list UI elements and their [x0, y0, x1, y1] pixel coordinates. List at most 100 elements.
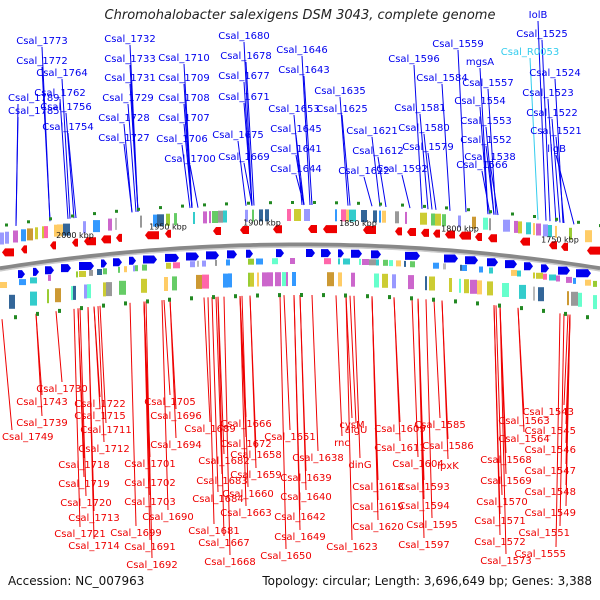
cog-box-forward — [442, 214, 446, 227]
cog-box-reverse-inner — [89, 269, 93, 276]
cog-box-reverse — [338, 272, 342, 287]
bottom-gene-label: Csal_1549 — [524, 508, 576, 519]
cog-box-reverse — [519, 284, 526, 299]
bottom-gene-label: Csal_1690 — [142, 512, 194, 523]
bottom-label-connector — [35, 313, 43, 417]
bottom-gene-label: Csal_1691 — [124, 542, 176, 553]
bottom-label-connector — [345, 295, 353, 541]
top-label-connector — [427, 152, 437, 210]
bottom-gene-label: Csal_1639 — [280, 473, 332, 484]
cog-box-reverse-inner — [256, 258, 263, 265]
backbone-highlight — [0, 246, 600, 272]
bottom-gene-label: Csal_1573 — [480, 556, 532, 567]
top-gene-label: Csal_R0053 — [501, 47, 560, 58]
track-tick-square — [467, 208, 470, 212]
track-tick-square — [181, 204, 184, 208]
bottom-label-connector — [249, 295, 257, 469]
bottom-gene-label: Csal_1597 — [398, 540, 450, 551]
cog-box-reverse-inner — [404, 260, 406, 267]
gene-arrow-forward — [206, 251, 219, 260]
cog-box-reverse-inner — [593, 280, 597, 287]
bottom-label-connector — [211, 297, 219, 493]
top-gene-label: Csal_1521 — [530, 126, 582, 137]
bottom-label-connector — [417, 298, 425, 539]
bottom-label-connector — [433, 299, 441, 419]
bottom-gene-label: Csal_1668 — [204, 557, 256, 568]
cog-box-reverse-inner — [443, 263, 446, 270]
bottom-gene-label: Csal_1543 — [522, 407, 574, 418]
cog-box-reverse — [30, 291, 37, 306]
gene-arrow-forward — [487, 258, 498, 267]
top-gene-label: Csal_1641 — [270, 144, 322, 155]
top-label-connector — [401, 174, 411, 209]
top-label-connector — [481, 170, 491, 215]
cog-box-reverse-inner — [19, 279, 26, 286]
top-gene-label: Csal_1592 — [376, 164, 428, 175]
bottom-gene-label: Csal_1682 — [198, 456, 250, 467]
bottom-label-connector — [555, 313, 561, 548]
gene-arrow-reverse — [488, 234, 497, 243]
cog-box-reverse-inner — [412, 261, 415, 268]
bottom-gene-label: Csal_1715 — [74, 411, 126, 422]
gene-arrow-forward — [129, 256, 136, 265]
cog-box-reverse-inner — [197, 260, 199, 267]
top-gene-label: ligB — [547, 144, 566, 155]
track-tick-square — [102, 303, 105, 308]
bottom-gene-label: Csal_1692 — [126, 560, 178, 571]
top-gene-label: Csal_1566 — [456, 160, 508, 171]
gene-arrow-reverse — [165, 229, 171, 238]
cog-box-forward — [157, 214, 164, 227]
top-gene-label: Csal_1708 — [158, 93, 210, 104]
cog-box-reverse-inner — [30, 277, 37, 284]
bottom-gene-label: Csal_1548 — [524, 487, 576, 498]
cog-box-reverse-inner — [396, 260, 401, 267]
kbp-tick-label: 1800 kbp — [441, 225, 479, 234]
gene-arrow-reverse — [21, 245, 27, 254]
bottom-label-connector — [161, 300, 169, 511]
bottom-label-connector — [411, 298, 419, 458]
topology-text: Topology: circular; Length: 3,696,649 bp… — [262, 574, 592, 588]
cog-box-forward — [44, 226, 48, 239]
cog-box-reverse — [292, 272, 296, 286]
cog-box-forward — [555, 225, 557, 238]
bottom-label-connector — [371, 296, 379, 521]
gene-arrow-reverse — [308, 225, 317, 234]
cog-box-forward — [212, 211, 218, 223]
cog-box-reverse-inner — [460, 264, 462, 271]
bottom-gene-label: Csal_1585 — [414, 420, 466, 431]
top-gene-label: Csal_1622 — [338, 166, 390, 177]
bottom-label-connector — [93, 306, 101, 410]
gene-arrow-forward — [165, 253, 179, 262]
bottom-label-connector — [299, 294, 307, 491]
top-label-connector — [537, 20, 547, 221]
bottom-label-connector — [87, 307, 95, 540]
top-label-connector — [183, 123, 193, 209]
track-tick-square — [146, 299, 149, 304]
gene-arrow-reverse — [395, 227, 402, 236]
top-gene-label: Csal_1653 — [268, 104, 320, 115]
bottom-label-connector — [279, 295, 287, 550]
bottom-gene-label: Csal_1547 — [524, 466, 576, 477]
bottom-gene-label: Csal_1696 — [150, 411, 202, 422]
cog-box-forward — [420, 212, 427, 225]
top-label-connector — [301, 55, 311, 206]
bottom-gene-label: Csal_1721 — [54, 529, 106, 540]
bottom-gene-label: Csal_1683 — [196, 476, 248, 487]
bottom-gene-label: Csal_1638 — [292, 453, 344, 464]
gene-arrow-forward — [276, 249, 284, 258]
gene-arrow-reverse — [407, 227, 416, 236]
cog-box-reverse — [533, 286, 535, 301]
track-tick-square — [247, 201, 250, 205]
bottom-label-connector — [207, 297, 215, 525]
cog-box-reverse-inner — [324, 258, 331, 265]
bottom-gene-label: Csal_1660 — [222, 489, 274, 500]
cog-box-reverse — [374, 273, 379, 288]
bottom-label-connector — [493, 305, 501, 536]
top-gene-label: Csal_1557 — [462, 78, 514, 89]
bottom-gene-label: Csal_1711 — [80, 425, 132, 436]
cog-box-forward — [382, 210, 386, 223]
gene-arrow-forward — [113, 258, 122, 267]
track-tick-square — [225, 202, 228, 206]
top-label-connector — [127, 103, 137, 212]
track-tick-square — [476, 301, 479, 306]
